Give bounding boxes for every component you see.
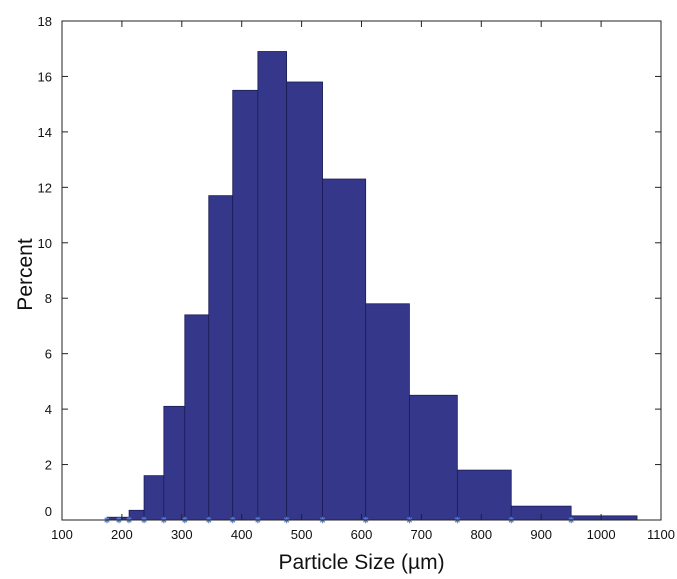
histogram-bar-14 — [570, 515, 638, 521]
y-tick-label-16: 16 — [38, 69, 52, 84]
axis-ticks: 100 200 300 400 500 600 700 800 900 1000 1100 0 2 4 6 8… — [38, 14, 675, 542]
x-tick-label-600: 600 — [351, 527, 373, 542]
histogram-bar-2 — [143, 475, 165, 521]
x-tick-label-1000: 1000 — [587, 527, 616, 542]
x-tick-label-500: 500 — [291, 527, 313, 542]
histogram-bar-3 — [163, 405, 186, 521]
y-tick-label-14: 14 — [38, 125, 52, 140]
y-tick-label-12: 12 — [38, 180, 52, 195]
x-tick-label-200: 200 — [111, 527, 133, 542]
y-axis-label: Percent — [14, 238, 37, 311]
histogram-bar-12 — [456, 469, 512, 521]
histogram-bar-5 — [208, 195, 234, 521]
x-tick-label-900: 900 — [530, 527, 552, 542]
histogram-bar-8 — [286, 81, 323, 521]
histogram-bar-9 — [322, 178, 367, 521]
bars-layer — [106, 51, 638, 521]
y-tick-label-0: 0 — [45, 504, 52, 519]
x-axis-label: Particle Size (µm) — [278, 551, 444, 574]
histogram-bar-7 — [257, 51, 288, 521]
histogram-bar-10 — [365, 303, 410, 521]
y-tick-label-4: 4 — [45, 402, 52, 417]
x-tick-label-1100: 1100 — [647, 527, 675, 542]
histogram-bar-4 — [184, 314, 210, 521]
x-tick-label-300: 300 — [171, 527, 193, 542]
y-tick-label-10: 10 — [38, 236, 52, 251]
y-tick-label-6: 6 — [45, 347, 52, 362]
x-tick-label-100: 100 — [51, 527, 73, 542]
x-tick-label-400: 400 — [231, 527, 253, 542]
y-tick-label-18: 18 — [38, 14, 52, 29]
x-tick-label-800: 800 — [470, 527, 492, 542]
x-tick-label-700: 700 — [411, 527, 433, 542]
histogram-bar-11 — [409, 394, 458, 521]
y-tick-label-8: 8 — [45, 291, 52, 306]
histogram-bar-6 — [232, 89, 259, 521]
y-tick-label-2: 2 — [45, 458, 52, 473]
